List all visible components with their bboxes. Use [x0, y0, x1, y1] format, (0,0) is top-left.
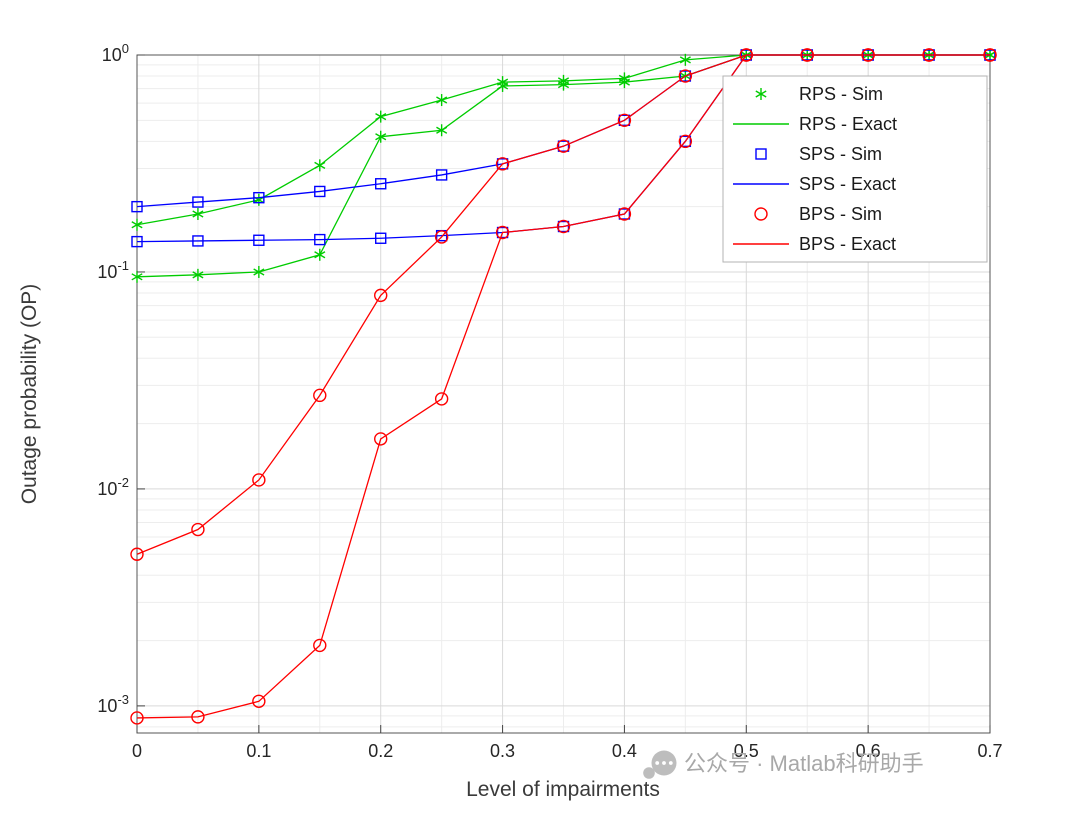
x-tick-label: 0.1: [246, 741, 271, 761]
y-tick-label: 100: [102, 41, 129, 65]
x-tick-label: 0.7: [977, 741, 1002, 761]
x-tick-label: 0: [132, 741, 142, 761]
y-tick-label: 10-3: [97, 692, 129, 716]
y-tick-label: 10-2: [97, 475, 129, 499]
legend-asterisk-marker: [755, 88, 767, 100]
watermark-text: 公众号 · Matlab科研助手: [684, 751, 924, 776]
legend-box: [722, 75, 988, 263]
x-axis-label: Level of impairments: [466, 778, 660, 801]
legend-item-sps-sim: SPS - Sim: [755, 144, 882, 164]
sim-markers-bps: [130, 48, 997, 725]
tick-labels: 0 0.1 0.2 0.3 0.4 0.5 0.6 0.7 100 10-1 10-2 10-3: [97, 41, 1002, 761]
watermark: 公众号 · Matlab科研助手: [643, 750, 924, 779]
legend-item-rps-exact: RPS - Exact: [733, 114, 897, 134]
legend-square-marker: [755, 148, 767, 160]
legend-item-label: BPS - Exact: [799, 234, 896, 254]
legend-item-label: SPS - Sim: [799, 144, 882, 164]
x-tick-label: 0.5: [734, 741, 759, 761]
exact-line-bps: [136, 54, 990, 719]
x-tick-label: 0.6: [856, 741, 881, 761]
legend-item-label: SPS - Exact: [799, 174, 896, 194]
legend-item-sps-exact: SPS - Exact: [733, 174, 896, 194]
legend-item-bps-exact: BPS - Exact: [733, 234, 896, 254]
x-tick-label: 0.4: [612, 741, 637, 761]
legend-circle-marker: [754, 207, 768, 221]
x-tick-label: 0.2: [368, 741, 393, 761]
legend-item-label: RPS - Exact: [799, 114, 897, 134]
series-bps: [130, 48, 997, 725]
axes-box: [136, 54, 991, 734]
legend-item-label: RPS - Sim: [799, 84, 883, 104]
legend-item-label: BPS - Sim: [799, 204, 882, 224]
legend-item-rps-sim: RPS - Sim: [755, 84, 883, 104]
x-tick-label: 0.3: [490, 741, 515, 761]
y-tick-label: 10-1: [97, 258, 129, 282]
legend: RPS - Sim RPS - Exact SPS - Sim SPS - Exact…: [722, 75, 988, 263]
tick-marks: [136, 54, 991, 733]
plot-area: 0 0.1 0.2 0.3 0.4 0.5 0.6 0.7 100 10-1 10-2 10-3 RPS…: [97, 41, 1002, 761]
chat-bubbles-icon: [643, 750, 677, 779]
y-axis-label: Outage probability (OP): [18, 284, 41, 505]
legend-item-bps-sim: BPS - Sim: [754, 204, 882, 224]
